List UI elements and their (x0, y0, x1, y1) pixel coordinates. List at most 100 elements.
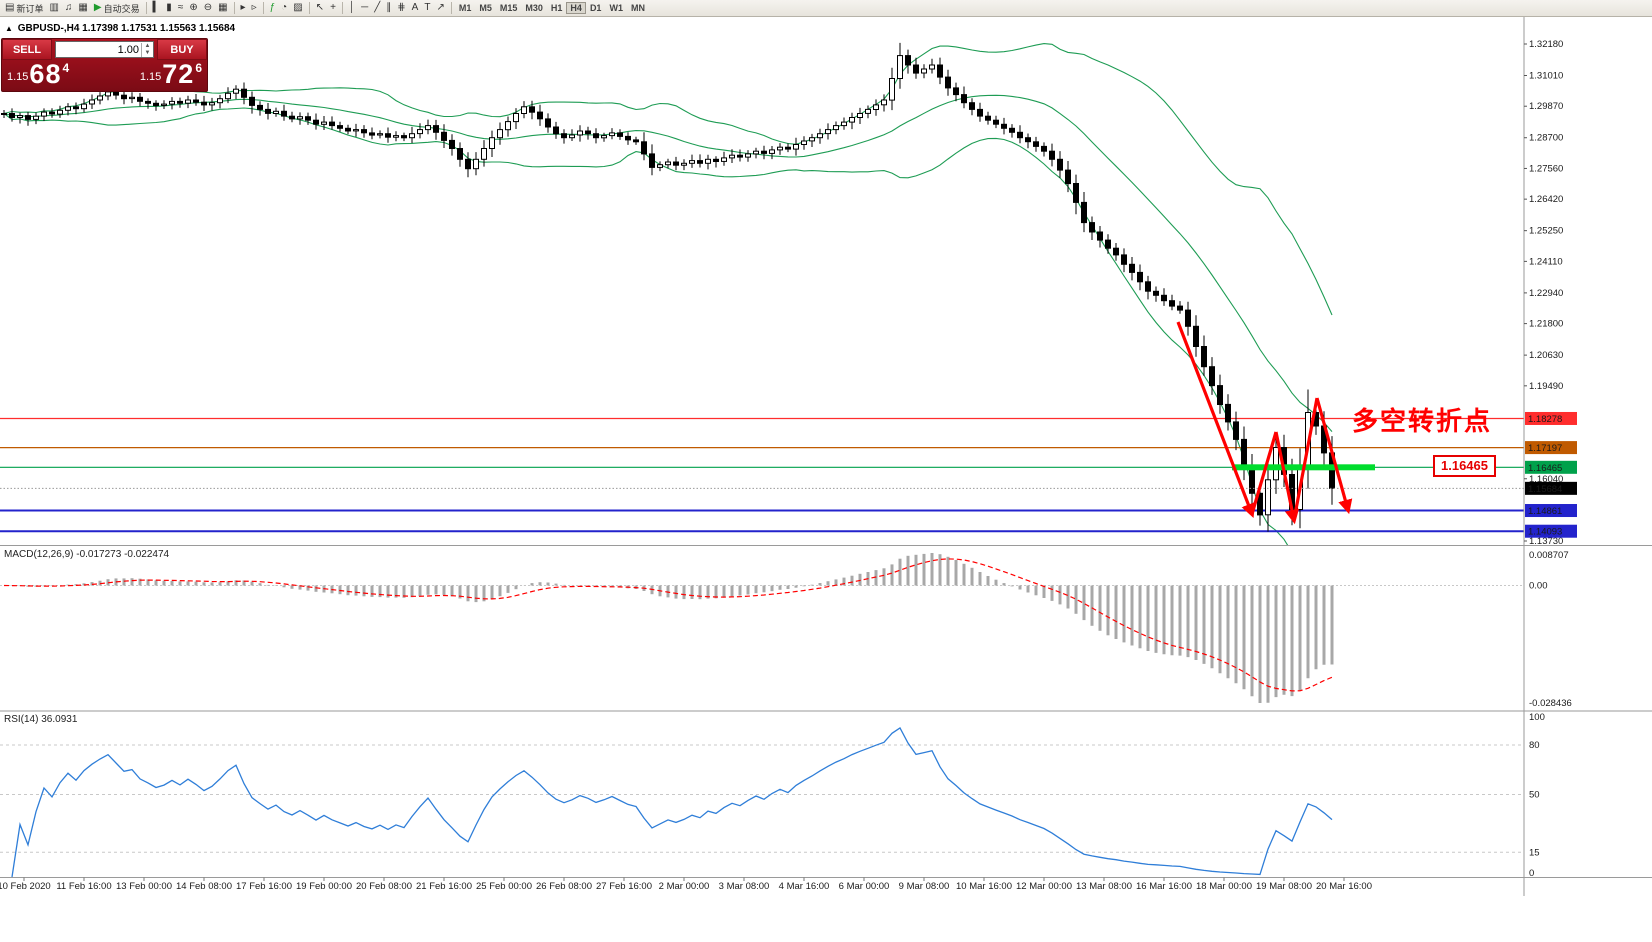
svg-text:19 Feb 00:00: 19 Feb 00:00 (296, 881, 352, 892)
svg-text:12 Mar 00:00: 12 Mar 00:00 (1016, 881, 1072, 892)
tile-windows-button[interactable]: ▦ (215, 1, 230, 15)
crosshair-tool-button[interactable]: + (327, 1, 339, 15)
buy-price[interactable]: 1.15 72 6 (139, 59, 202, 89)
toolbar-separator (341, 2, 343, 14)
trendline-tool-icon: ╱ (374, 2, 381, 13)
market-watch-button[interactable]: ▦ (75, 1, 90, 15)
label-tool-button[interactable]: T (421, 1, 433, 15)
crosshair-tool-icon: + (330, 2, 336, 13)
timeframe-d1-button[interactable]: D1 (589, 3, 602, 13)
svg-text:1.31010: 1.31010 (1529, 71, 1563, 82)
level-price-callout[interactable]: 1.16465 (1433, 455, 1496, 477)
timeframe-h4-button[interactable]: H4 (566, 2, 586, 14)
svg-text:10 Mar 16:00: 10 Mar 16:00 (956, 881, 1012, 892)
svg-text:1.13730: 1.13730 (1529, 536, 1563, 547)
buy-price-big: 72 (162, 59, 195, 89)
channel-tool-button[interactable]: ∥ (383, 1, 394, 15)
alerts-button[interactable]: ♫ (62, 1, 76, 15)
trendline-tool-button[interactable]: ╱ (371, 1, 383, 15)
bar-chart-mode-button[interactable]: ▍ (150, 1, 164, 15)
line-chart-mode-icon: ≈ (177, 2, 184, 13)
svg-text:1.32180: 1.32180 (1529, 39, 1563, 50)
svg-text:0.008707: 0.008707 (1529, 550, 1569, 561)
label-tool-icon: T (424, 2, 431, 13)
volume-input[interactable] (56, 43, 141, 56)
chart-shift-button[interactable]: ▹ (249, 1, 260, 15)
svg-text:13 Mar 08:00: 13 Mar 08:00 (1076, 881, 1132, 892)
zoom-in-button[interactable]: ⊕ (186, 1, 200, 15)
bb-upper (3, 43, 1333, 316)
text-tool-button[interactable]: A (409, 1, 422, 15)
cursor-tool-button[interactable]: ↖ (313, 1, 327, 15)
buy-price-small: 1.15 (139, 71, 162, 83)
horizontal-lines[interactable] (0, 417, 1524, 533)
zoom-out-icon: ⊖ (203, 2, 213, 13)
svg-text:16 Mar 16:00: 16 Mar 16:00 (1136, 881, 1192, 892)
timeframe-w1-button[interactable]: W1 (609, 3, 623, 13)
trend-arrows[interactable] (1176, 321, 1353, 525)
svg-text:-0.028436: -0.028436 (1529, 698, 1572, 709)
charts-window-button[interactable]: ▥ (46, 1, 61, 15)
zoom-out-button[interactable]: ⊖ (201, 1, 215, 15)
timeframe-h1-button[interactable]: H1 (550, 3, 563, 13)
toolbar-separator (145, 2, 147, 14)
svg-text:27 Feb 16:00: 27 Feb 16:00 (596, 881, 652, 892)
timeframe-m1-button[interactable]: M1 (458, 3, 472, 13)
toolbar-separator (262, 2, 264, 14)
sell-button[interactable]: SELL (2, 39, 52, 60)
rsi-line (11, 726, 1333, 878)
auto-scroll-button[interactable]: ▸ (238, 1, 249, 15)
timeframe-m15-button[interactable]: M15 (499, 3, 518, 13)
chart-title: ▲ GBPUSD-,H4 1.17398 1.17531 1.15563 1.1… (5, 23, 235, 34)
vertical-line-tool-button[interactable]: │ (346, 1, 358, 15)
candle-chart-mode-button[interactable]: ▮ (163, 1, 175, 15)
chart-canvas[interactable]: 1.32180 1.31010 1.29870 1.28700 1.27560 1.264… (0, 16, 1652, 942)
svg-text:1.20630: 1.20630 (1529, 350, 1563, 361)
templates-icon: ▨ (293, 2, 303, 13)
arrow-tool-button[interactable]: ↗ (433, 1, 447, 15)
svg-text:1.16465: 1.16465 (1528, 463, 1562, 474)
periods-button[interactable]: ◔ (278, 1, 290, 15)
svg-text:10 Feb 2020: 10 Feb 2020 (0, 881, 51, 892)
timeframe-m30-button[interactable]: M30 (525, 3, 543, 13)
svg-text:1.25250: 1.25250 (1529, 226, 1563, 237)
indicators-list-button[interactable]: ƒ (267, 1, 279, 15)
svg-text:1.21800: 1.21800 (1529, 319, 1563, 330)
svg-text:0: 0 (1529, 868, 1534, 879)
timeframe-m5-button[interactable]: M5 (479, 3, 492, 13)
svg-text:1.14093: 1.14093 (1528, 527, 1562, 538)
svg-text:1.14861: 1.14861 (1528, 506, 1562, 517)
bar-chart-mode-icon: ▍ (152, 2, 161, 13)
bollinger-bands (3, 43, 1333, 545)
volume-up-icon[interactable]: ▲ (144, 42, 151, 49)
fibonacci-tool-button[interactable]: ⋕ (394, 1, 408, 15)
svg-text:11 Feb 16:00: 11 Feb 16:00 (56, 881, 111, 892)
svg-text:20 Mar 16:00: 20 Mar 16:00 (1316, 881, 1372, 892)
autotrading-button[interactable]: ▶ 自动交易 (91, 1, 143, 15)
svg-text:20 Feb 08:00: 20 Feb 08:00 (356, 881, 412, 892)
chart-shift-icon: ▹ (251, 2, 257, 13)
svg-text:17 Feb 16:00: 17 Feb 16:00 (236, 881, 292, 892)
turning-point-annotation[interactable]: 多空转折点 (1352, 406, 1493, 436)
sell-price[interactable]: 1.15 68 4 (7, 61, 69, 88)
volume-down-icon[interactable]: ▼ (144, 49, 151, 56)
new-order-button[interactable]: ▤ 新订单 (2, 1, 46, 15)
buy-button[interactable]: BUY (157, 39, 207, 60)
line-chart-mode-button[interactable]: ≈ (175, 1, 187, 15)
svg-text:1.29870: 1.29870 (1529, 101, 1563, 112)
text-tool-icon: A (411, 2, 419, 13)
templates-button[interactable]: ▨ (290, 1, 305, 15)
svg-text:6 Mar 00:00: 6 Mar 00:00 (839, 881, 890, 892)
svg-text:1.24110: 1.24110 (1529, 256, 1563, 267)
price-axis: 1.32180 1.31010 1.29870 1.28700 1.27560 1.264… (1524, 39, 1577, 547)
svg-text:1.18278: 1.18278 (1528, 414, 1562, 425)
volume-stepper[interactable]: ▲ ▼ (141, 42, 153, 57)
svg-text:9 Mar 08:00: 9 Mar 08:00 (899, 881, 950, 892)
svg-text:1.16040: 1.16040 (1529, 474, 1563, 485)
timeframe-mn-button[interactable]: MN (630, 3, 645, 13)
rsi-pane: 100 80 50 15 0 (0, 712, 1545, 879)
horizontal-line-tool-button[interactable]: ─ (358, 1, 371, 15)
new-order-label: 新订单 (16, 3, 44, 14)
toolbar-separator (233, 2, 235, 14)
toolbar-separator (308, 2, 310, 14)
